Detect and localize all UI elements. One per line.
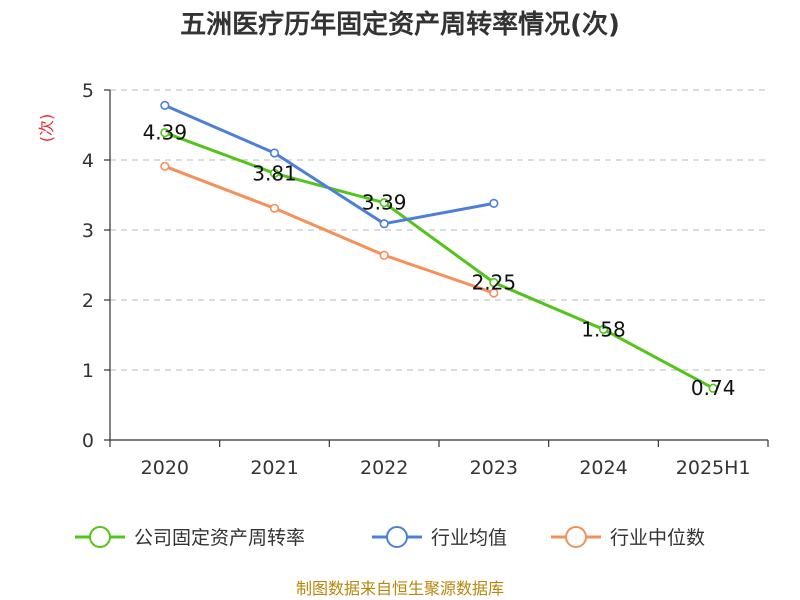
x-tick-label: 2022 xyxy=(360,457,408,479)
data-point xyxy=(380,220,388,228)
y-tick-label: 0 xyxy=(82,430,94,452)
legend-label: 行业均值 xyxy=(431,527,507,549)
data-point xyxy=(161,102,169,110)
data-point xyxy=(161,163,169,171)
series-layer xyxy=(161,102,717,392)
series-line xyxy=(165,105,494,223)
data-label: 2.25 xyxy=(472,271,517,295)
source-note: 制图数据来自恒生聚源数据库 xyxy=(296,579,504,598)
y-tick-label: 2 xyxy=(82,290,94,312)
legend-marker-circle xyxy=(566,527,586,547)
data-point xyxy=(271,205,279,213)
y-tick-label: 4 xyxy=(82,150,94,172)
x-tick-label: 2025H1 xyxy=(676,457,751,479)
x-tick-label: 2023 xyxy=(470,457,518,479)
x-tick-label: 2024 xyxy=(579,457,627,479)
data-point xyxy=(380,251,388,259)
data-point xyxy=(490,200,498,208)
legend-label: 公司固定资产周转率 xyxy=(134,527,305,549)
data-label: 4.39 xyxy=(143,121,188,145)
chart-title: 五洲医疗历年固定资产周转率情况(次) xyxy=(180,9,620,40)
data-point xyxy=(271,149,279,157)
data-label: 0.74 xyxy=(691,376,736,400)
grid-lines xyxy=(110,90,768,370)
data-label: 3.39 xyxy=(362,191,407,215)
legend-label: 行业中位数 xyxy=(610,527,705,549)
y-tick-label: 3 xyxy=(82,220,94,242)
legend-marker-circle xyxy=(387,527,407,547)
data-label: 1.58 xyxy=(581,317,626,341)
legend: 公司固定资产周转率 行业均值 行业中位数 xyxy=(75,527,705,549)
y-tick-label: 5 xyxy=(82,80,94,102)
data-label: 3.81 xyxy=(252,161,297,185)
y-tick-label: 1 xyxy=(82,360,94,382)
x-tick-label: 2020 xyxy=(141,457,189,479)
y-axis-label: (次) xyxy=(37,114,56,143)
legend-marker-circle xyxy=(90,527,110,547)
series-line xyxy=(165,133,713,389)
data-labels: 4.39 3.81 3.39 2.25 1.58 0.74 xyxy=(143,121,736,401)
x-tick-label: 2021 xyxy=(250,457,298,479)
